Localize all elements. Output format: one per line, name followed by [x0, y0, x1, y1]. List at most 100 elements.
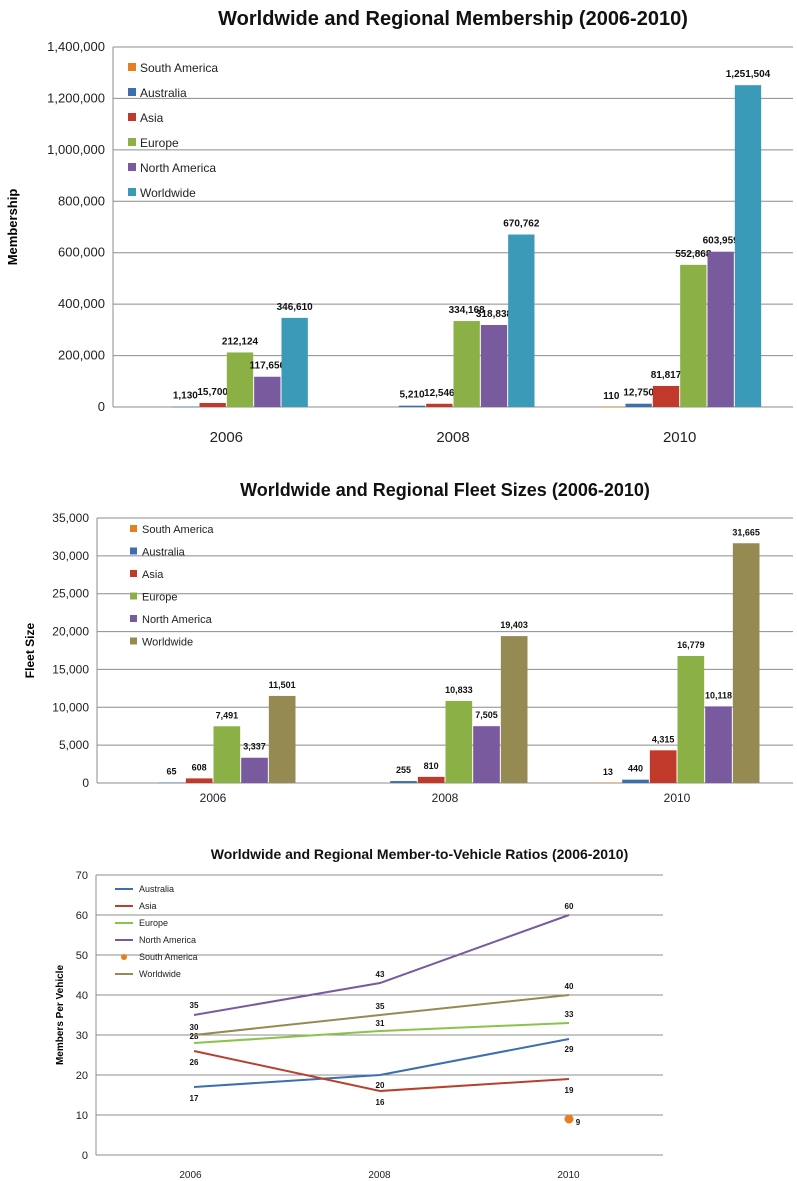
- bar-asia: [426, 403, 453, 407]
- data-label: 30: [190, 1023, 199, 1032]
- y-tick-label: 200,000: [58, 348, 105, 363]
- data-label: 346,610: [277, 302, 314, 313]
- data-label: 7,491: [216, 710, 239, 720]
- bar-europe: [445, 700, 473, 783]
- data-label: 35: [376, 1002, 385, 1011]
- data-label: 20: [376, 1081, 385, 1090]
- legend-label: South America: [140, 61, 218, 75]
- y-tick-label: 60: [76, 910, 88, 922]
- legend-label: North America: [139, 935, 196, 945]
- data-label: 110: [603, 391, 620, 402]
- data-label: 5,210: [399, 390, 424, 401]
- data-label: 16: [376, 1098, 385, 1107]
- legend-swatch: [128, 113, 136, 121]
- data-label: 17: [190, 1094, 199, 1103]
- y-tick-label: 10,000: [52, 700, 89, 714]
- y-axis-title: Members Per Vehicle: [55, 965, 66, 1065]
- data-label: 26: [190, 1058, 199, 1067]
- data-label: 552,868: [675, 249, 712, 260]
- data-label: 13: [603, 767, 613, 777]
- x-tick-label: 2008: [436, 429, 469, 446]
- bar-worldwide: [281, 317, 308, 407]
- legend-label: South America: [142, 524, 214, 536]
- bar-north-america: [480, 325, 508, 407]
- bar-north-america: [473, 726, 500, 783]
- data-label: 9: [576, 1118, 581, 1127]
- data-label: 40: [565, 982, 574, 991]
- y-axis-title: Membership: [5, 189, 20, 266]
- bar-europe: [226, 352, 254, 407]
- data-label: 33: [565, 1010, 574, 1019]
- y-tick-label: 0: [82, 1150, 88, 1162]
- chart-title: Worldwide and Regional Member-to-Vehicle…: [211, 846, 629, 862]
- bar-europe: [453, 321, 480, 407]
- line-europe: [193, 1022, 570, 1044]
- legend-swatch: [130, 525, 137, 532]
- legend-label: Asia: [142, 569, 164, 581]
- data-label: 35: [190, 1001, 199, 1010]
- y-tick-label: 0: [98, 399, 105, 414]
- bar-worldwide: [508, 234, 535, 407]
- data-label: 28: [190, 1032, 199, 1041]
- y-tick-label: 35,000: [52, 511, 89, 525]
- y-tick-label: 70: [76, 870, 88, 882]
- bar-australia: [390, 781, 417, 783]
- data-label: 1,251,504: [726, 69, 771, 80]
- y-tick-label: 20,000: [52, 625, 89, 639]
- x-tick-label: 2010: [557, 1170, 580, 1181]
- bar-worldwide: [268, 695, 296, 783]
- line-worldwide: [193, 994, 570, 1036]
- y-tick-label: 400,000: [58, 296, 105, 311]
- data-label: 1,130: [173, 391, 198, 402]
- data-label: 16,779: [677, 640, 705, 650]
- data-label: 15,700: [197, 387, 228, 398]
- data-label: 4,315: [652, 734, 675, 744]
- chart-title: Worldwide and Regional Fleet Sizes (2006…: [240, 480, 650, 500]
- legend-label: Europe: [142, 592, 177, 604]
- bar-australia: [622, 779, 649, 783]
- bar-north-america: [241, 757, 268, 783]
- data-label: 31,665: [732, 527, 760, 537]
- bar-asia: [199, 402, 226, 407]
- bar-europe: [680, 264, 707, 407]
- legend-swatch: [130, 547, 137, 555]
- data-label: 608: [192, 762, 207, 772]
- data-label: 12,546: [424, 388, 455, 399]
- data-label: 12,750: [623, 388, 654, 399]
- y-tick-label: 20: [76, 1070, 88, 1082]
- data-label: 65: [166, 767, 176, 777]
- legend-label: Australia: [142, 547, 186, 559]
- y-tick-label: 0: [82, 776, 89, 790]
- data-label: 43: [376, 970, 385, 979]
- data-label: 60: [565, 902, 574, 911]
- data-label: 10,833: [445, 685, 473, 695]
- chart-title: Worldwide and Regional Membership (2006-…: [218, 8, 688, 30]
- bar-south-america: [594, 782, 622, 784]
- data-label: 603,959: [703, 236, 740, 247]
- data-label: 19,403: [500, 620, 528, 630]
- bar-australia: [172, 406, 199, 408]
- legend-label: Australia: [139, 884, 174, 894]
- legend-label: Worldwide: [140, 186, 196, 200]
- legend-swatch: [130, 570, 137, 577]
- y-tick-label: 1,400,000: [47, 39, 105, 54]
- bar-australia: [625, 403, 652, 407]
- x-tick-label: 2006: [200, 791, 227, 805]
- data-label: 3,337: [243, 742, 266, 752]
- data-label: 212,124: [222, 336, 259, 347]
- bar-asia: [649, 750, 677, 783]
- bar-australia: [158, 782, 185, 784]
- y-axis-title: Fleet Size: [23, 623, 37, 679]
- y-tick-label: 600,000: [58, 245, 105, 260]
- legend-swatch: [128, 138, 136, 146]
- legend-swatch: [128, 188, 136, 196]
- line-north-america: [193, 914, 570, 1016]
- data-label: 117,656: [250, 361, 286, 372]
- line-australia: [193, 1038, 570, 1088]
- legend-label: Europe: [140, 136, 179, 150]
- legend-swatch: [130, 637, 137, 645]
- x-tick-label: 2010: [663, 429, 696, 446]
- data-label: 440: [628, 764, 643, 774]
- legend-swatch: [128, 163, 136, 171]
